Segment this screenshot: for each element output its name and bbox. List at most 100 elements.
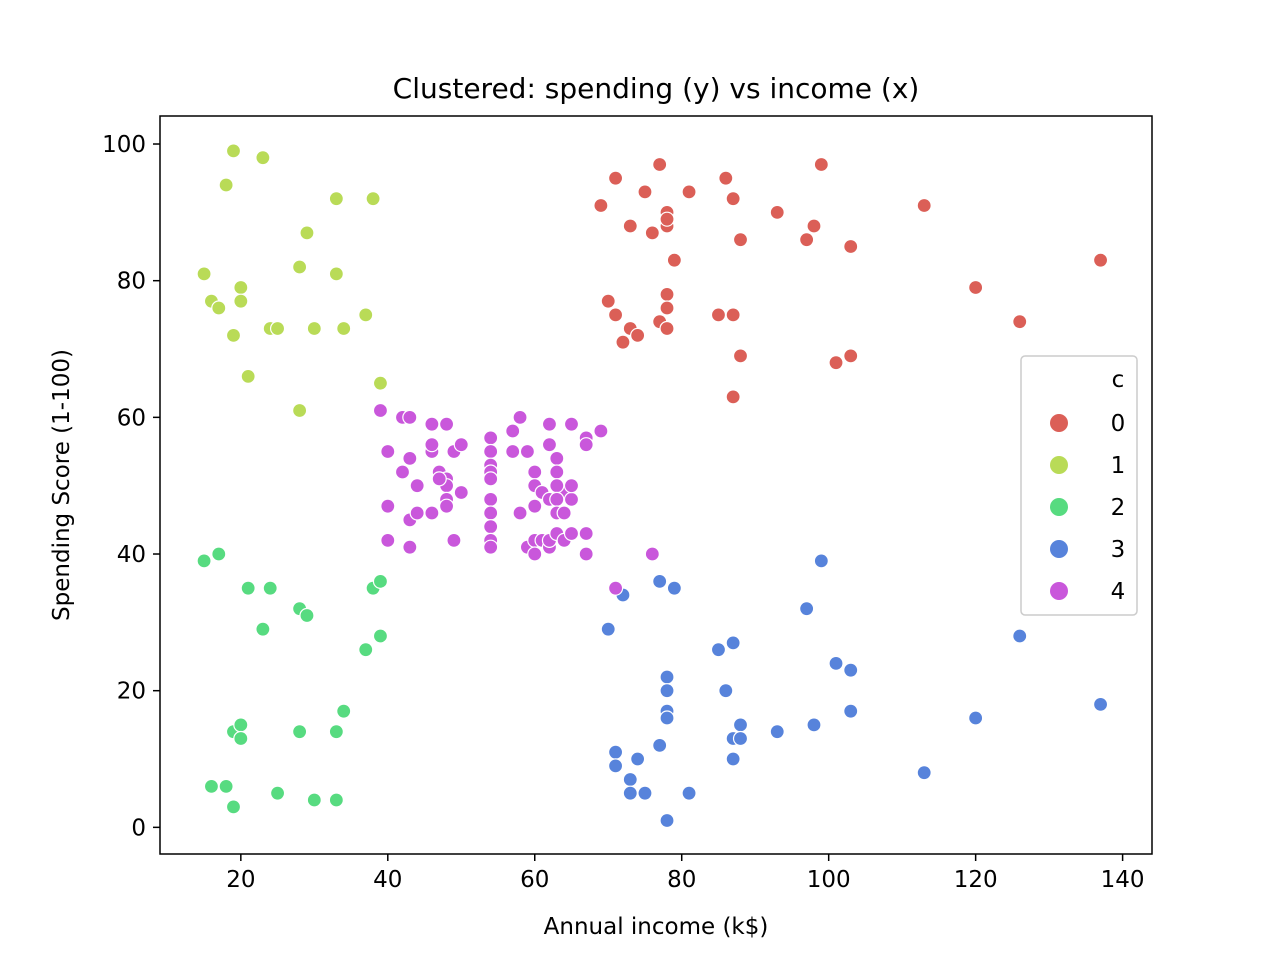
data-point-cluster-0 [806, 218, 822, 234]
data-point-cluster-0 [681, 184, 697, 200]
data-point-cluster-0 [732, 232, 749, 248]
data-point-cluster-3 [622, 785, 638, 801]
data-point-cluster-3 [968, 710, 984, 726]
data-point-cluster-0 [725, 191, 741, 207]
x-axis-ticks: 20 40 60 80 100 120 140 [226, 854, 1145, 893]
legend-marker-1 [1050, 456, 1068, 474]
data-point-cluster-4 [424, 437, 440, 453]
data-point-cluster-4 [563, 491, 580, 507]
data-point-cluster-1 [233, 293, 249, 309]
y-tick-label: 0 [131, 815, 146, 841]
data-point-cluster-4 [380, 532, 396, 548]
data-point-cluster-1 [299, 225, 315, 241]
data-point-cluster-3 [725, 751, 741, 767]
data-point-cluster-3 [916, 765, 932, 781]
data-point-cluster-4 [549, 464, 565, 480]
data-point-cluster-2 [218, 778, 234, 794]
data-point-cluster-4 [505, 423, 521, 439]
x-tick-label: 80 [667, 867, 696, 893]
data-point-cluster-4 [512, 505, 528, 521]
data-point-cluster-4 [431, 471, 447, 487]
data-point-cluster-4 [402, 409, 418, 425]
data-point-cluster-4 [402, 450, 418, 466]
data-point-cluster-0 [659, 320, 675, 337]
data-point-cluster-0 [659, 211, 675, 227]
data-point-cluster-1 [211, 300, 227, 316]
data-point-cluster-0 [732, 348, 749, 364]
data-point-cluster-4 [402, 539, 418, 555]
data-point-cluster-4 [578, 546, 594, 562]
y-tick-label: 60 [117, 405, 146, 431]
data-point-cluster-1 [336, 320, 352, 337]
data-point-cluster-3 [659, 812, 675, 829]
data-point-cluster-3 [710, 642, 727, 658]
y-tick-label: 20 [117, 679, 146, 705]
data-point-cluster-4 [512, 409, 528, 425]
x-axis-label: Annual income (k$) [544, 914, 769, 940]
data-point-cluster-3 [637, 785, 653, 801]
data-point-cluster-0 [593, 197, 609, 214]
data-point-cluster-4 [438, 416, 455, 432]
data-point-cluster-4 [483, 471, 499, 487]
data-point-cluster-0 [718, 170, 734, 186]
data-point-cluster-4 [483, 519, 499, 535]
data-point-cluster-3 [622, 771, 638, 788]
data-point-cluster-3 [843, 703, 859, 719]
data-point-cluster-3 [607, 758, 624, 774]
data-point-cluster-1 [218, 177, 234, 193]
data-point-cluster-2 [240, 580, 256, 596]
legend-label-2: 2 [1111, 495, 1126, 521]
data-point-cluster-4 [549, 491, 565, 507]
data-point-cluster-4 [527, 546, 543, 562]
data-point-cluster-3 [659, 710, 675, 726]
data-point-cluster-4 [563, 525, 580, 542]
data-point-cluster-2 [269, 785, 286, 801]
data-point-cluster-2 [372, 573, 389, 589]
scatter-points [196, 143, 1109, 829]
data-point-cluster-3 [652, 573, 668, 589]
data-point-cluster-4 [372, 402, 389, 419]
data-point-cluster-4 [556, 505, 572, 521]
data-point-cluster-4 [446, 532, 462, 548]
legend-marker-4 [1050, 582, 1068, 600]
y-tick-label: 80 [117, 269, 146, 295]
legend-box [1020, 355, 1138, 616]
data-point-cluster-2 [358, 642, 374, 658]
data-point-cluster-4 [541, 416, 558, 432]
legend-title: c [1112, 367, 1125, 393]
data-point-cluster-4 [483, 505, 499, 521]
data-point-cluster-1 [196, 266, 212, 282]
plot-area-frame [159, 115, 1153, 855]
data-point-cluster-0 [1012, 314, 1028, 330]
legend-label-4: 4 [1111, 579, 1126, 605]
data-point-cluster-4 [644, 546, 660, 562]
data-point-cluster-3 [732, 717, 749, 733]
data-point-cluster-4 [453, 484, 469, 501]
data-point-cluster-1 [240, 368, 256, 384]
data-point-cluster-4 [527, 498, 543, 514]
data-point-cluster-2 [299, 607, 315, 624]
data-point-cluster-4 [380, 443, 396, 460]
data-point-cluster-0 [607, 307, 624, 323]
legend-items: 0 1 2 3 4 [1050, 411, 1125, 605]
y-tick-label: 40 [117, 542, 146, 568]
data-point-cluster-2 [292, 724, 308, 740]
data-point-cluster-1 [225, 143, 242, 159]
data-point-cluster-0 [769, 204, 785, 220]
data-point-cluster-0 [843, 238, 859, 255]
data-point-cluster-2 [328, 792, 344, 808]
legend: c 0 1 2 3 4 [1020, 355, 1138, 616]
data-point-cluster-1 [269, 320, 286, 337]
data-point-cluster-2 [372, 628, 389, 644]
data-point-cluster-3 [1012, 628, 1028, 644]
data-point-cluster-0 [666, 252, 682, 268]
x-tick-label: 120 [954, 867, 998, 893]
legend-marker-3 [1050, 540, 1068, 558]
data-point-cluster-0 [828, 355, 844, 371]
data-point-cluster-3 [1092, 696, 1109, 712]
data-point-cluster-3 [806, 717, 822, 733]
data-point-cluster-1 [233, 279, 249, 296]
data-point-cluster-3 [666, 580, 682, 596]
data-point-cluster-0 [1092, 252, 1109, 268]
